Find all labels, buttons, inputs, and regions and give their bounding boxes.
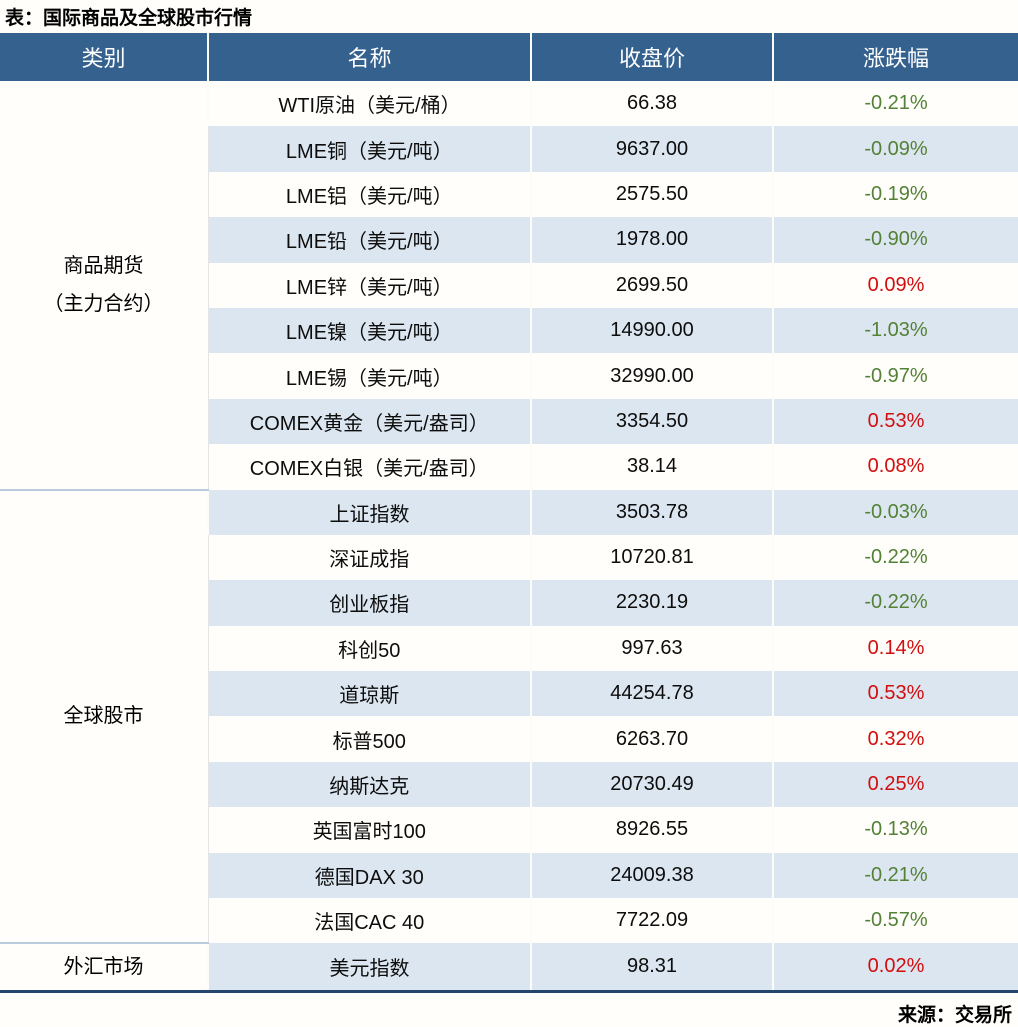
name-cell: COMEX白银（美元/盎司） [249,458,489,481]
change-cell: 0.53% [772,671,1018,717]
name-cell: LME锌（美元/吨） [285,276,453,299]
table-row: COMEX黄金（美元/盎司） 3354.50 0.53% [0,398,1018,445]
close-cell: 3354.50 [530,398,773,445]
close-cell: 997.63 [530,625,773,672]
close-cell: 24009.38 [530,852,773,899]
change-cell: 0.53% [772,398,1018,445]
category-cell: 全球股市 [0,488,209,944]
table-row: LME锌（美元/吨） 2699.50 0.09% [0,262,1018,308]
name-cell: 美元指数 [207,943,531,992]
table-row: LME镍（美元/吨） 14990.00 -1.03% [0,307,1018,354]
table-row: 纳斯达克 20730.49 0.25% [0,761,1018,808]
table-row: LME锡（美元/吨） 32990.00 -0.97% [0,353,1018,399]
name-cell: 标普500 [332,730,406,753]
change-cell: -1.03% [772,307,1018,354]
table-row: COMEX白银（美元/盎司） 38.14 0.08% [0,444,1018,490]
name-cell: 法国CAC 40 [314,912,425,935]
header-category: 类别 [0,33,208,81]
header-change: 涨跌幅 [772,33,1018,81]
close-cell: 32990.00 [530,353,773,399]
name-cell: 德国DAX 30 [208,852,531,899]
table-body: 商品期货 （主力合约） WTI原油（美元/桶） 66.38 -0.21% LME铜（美元… [0,81,1018,992]
header-name: 名称 [207,33,531,81]
close-cell: 66.38 [530,81,773,127]
name-cell: LME铝（美元/吨） [285,185,453,208]
table-row: 科创50 997.63 0.14% [0,625,1018,672]
close-cell: 10720.81 [530,534,773,581]
change-cell: -0.22% [772,534,1018,581]
change-cell: -0.03% [772,489,1018,535]
header-close: 收盘价 [530,33,773,81]
table-header: 类别 名称 收盘价 涨跌幅 [0,33,1018,81]
close-cell: 2230.19 [530,580,773,626]
name-cell: COMEX黄金（美元/盎司） [208,398,531,445]
name-cell: LME铜（美元/吨） [208,126,531,172]
change-cell: -0.21% [772,81,1018,127]
close-cell: 2575.50 [530,171,773,218]
name-cell: 道琼斯 [208,671,531,717]
table-row: 外汇市场 美元指数 98.31 0.02% [0,942,1018,992]
table-row: 创业板指 2230.19 -0.22% [0,580,1018,626]
change-cell: -0.90% [772,217,1018,263]
table-row: LME铅（美元/吨） 1978.00 -0.90% [0,217,1018,263]
change-cell: 0.09% [772,262,1018,308]
close-cell: 8926.55 [530,807,773,853]
close-cell: 98.31 [530,943,773,992]
name-cell: 上证指数 [207,489,531,535]
table-row: 商品期货 （主力合约） WTI原油（美元/桶） 66.38 -0.21% [0,81,1018,490]
close-cell: 3503.78 [530,489,773,535]
name-cell: LME镍（美元/吨） [208,307,531,354]
close-cell: 2699.50 [530,262,773,308]
name-cell: LME锡（美元/吨） [285,367,453,390]
name-cell: 创业板指 [208,580,531,626]
name-cell: LME铅（美元/吨） [208,217,531,263]
change-cell: -0.13% [772,807,1018,853]
header-row: 类别 名称 收盘价 涨跌幅 [0,33,1018,81]
name-cell: 纳斯达克 [208,761,531,808]
close-cell: 14990.00 [530,307,773,354]
close-cell: 1978.00 [530,217,773,263]
table-row: 深证成指 10720.81 -0.22% [0,534,1018,581]
market-table: 类别 名称 收盘价 涨跌幅 商品期货 （主力合约） WTI原油（美元/桶） 66.3… [0,33,1018,993]
change-cell: 0.25% [772,761,1018,808]
close-cell: 20730.49 [530,761,773,808]
category-cell: 商品期货 （主力合约） [0,81,209,490]
name-cell: 英国富时100 [312,821,426,844]
source-note: 来源：交易所 [897,1004,1012,1026]
change-cell: -0.19% [772,171,1018,218]
page-title: 表：国际商品及全球股市行情 [5,8,253,29]
change-cell: -0.09% [772,126,1018,172]
table-row: 德国DAX 30 24009.38 -0.21% [0,852,1018,899]
change-cell: -0.97% [772,353,1018,399]
change-cell: 0.14% [772,625,1018,672]
name-cell: 深证成指 [329,549,410,572]
name-cell: 科创50 [338,639,401,662]
change-cell: -0.21% [772,852,1018,899]
table-row: 全球股市 上证指数 3503.78 -0.03% [0,488,1018,944]
close-cell: 44254.78 [530,671,773,717]
category-cell: 外汇市场 [0,942,209,992]
change-cell: -0.57% [772,898,1018,944]
close-cell: 9637.00 [530,126,773,172]
close-cell: 38.14 [530,444,773,490]
change-cell: 0.08% [772,444,1018,490]
change-cell: -0.22% [772,580,1018,626]
table-row: LME铜（美元/吨） 9637.00 -0.09% [0,126,1018,172]
table-row: 法国CAC 40 7722.09 -0.57% [0,898,1018,944]
change-cell: 0.32% [772,716,1018,762]
table-row: 道琼斯 44254.78 0.53% [0,671,1018,717]
close-cell: 7722.09 [530,898,773,944]
table-row: 标普500 6263.70 0.32% [0,716,1018,762]
close-cell: 6263.70 [530,716,773,762]
table-row: 英国富时100 8926.55 -0.13% [0,807,1018,853]
name-cell: WTI原油（美元/桶） [207,81,531,127]
table-row: LME铝（美元/吨） 2575.50 -0.19% [0,171,1018,218]
change-cell: 0.02% [772,943,1018,992]
